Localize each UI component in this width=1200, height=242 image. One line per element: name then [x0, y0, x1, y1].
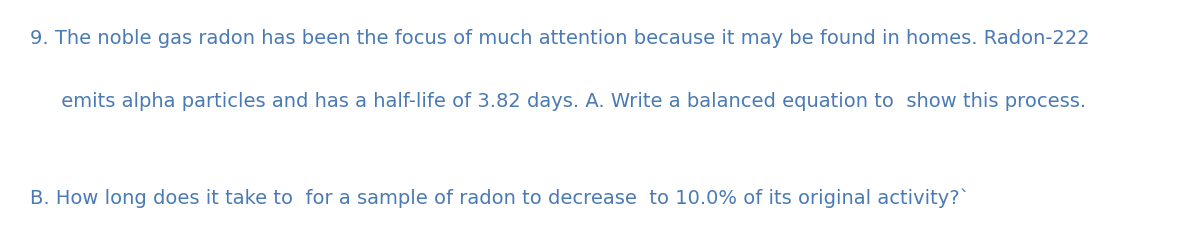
Text: 9. The noble gas radon has been the focus of much attention because it may be fo: 9. The noble gas radon has been the focu… [30, 29, 1090, 48]
Text: emits alpha particles and has a half-life of 3.82 days. A. Write a balanced equa: emits alpha particles and has a half-lif… [30, 92, 1086, 111]
Text: B. How long does it take to  for a sample of radon to decrease  to 10.0% of its : B. How long does it take to for a sample… [30, 189, 970, 208]
